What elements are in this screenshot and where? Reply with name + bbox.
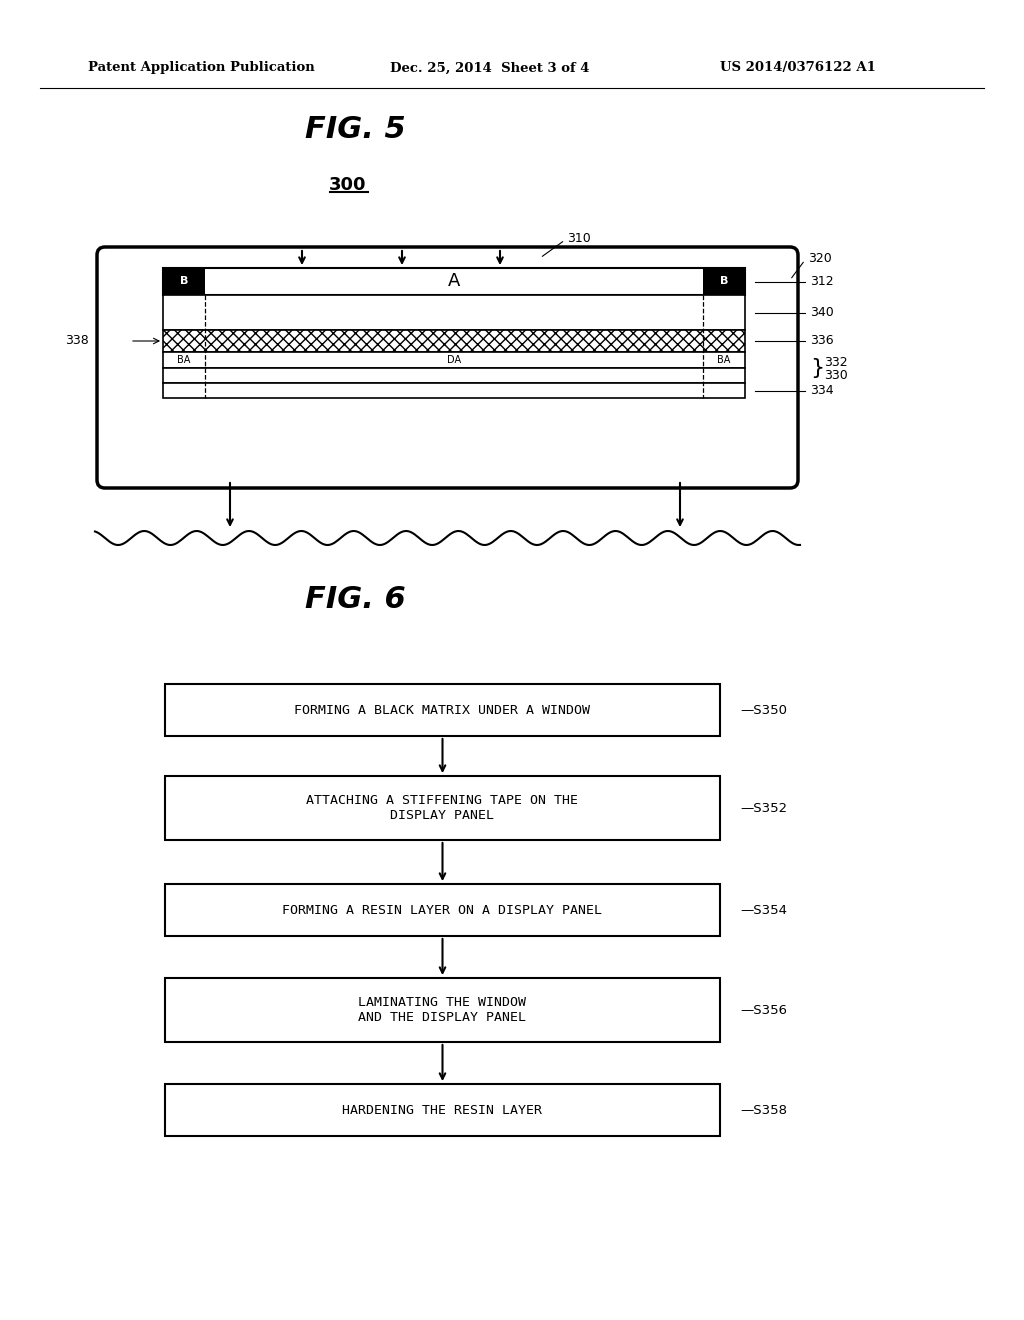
Bar bbox=[165, 776, 720, 840]
Text: A: A bbox=[447, 272, 460, 290]
Text: BA: BA bbox=[718, 355, 731, 366]
Text: —S358: —S358 bbox=[740, 1104, 787, 1117]
Bar bbox=[165, 684, 720, 737]
Text: FIG. 5: FIG. 5 bbox=[304, 116, 406, 144]
Bar bbox=[165, 1084, 720, 1137]
Text: FORMING A RESIN LAYER ON A DISPLAY PANEL: FORMING A RESIN LAYER ON A DISPLAY PANEL bbox=[283, 903, 602, 916]
Text: Dec. 25, 2014  Sheet 3 of 4: Dec. 25, 2014 Sheet 3 of 4 bbox=[390, 62, 590, 74]
Text: BA: BA bbox=[177, 355, 190, 366]
Bar bbox=[163, 368, 745, 383]
Text: —S350: —S350 bbox=[740, 704, 787, 717]
Text: —S356: —S356 bbox=[740, 1003, 787, 1016]
Text: FORMING A BLACK MATRIX UNDER A WINDOW: FORMING A BLACK MATRIX UNDER A WINDOW bbox=[295, 704, 591, 717]
Bar bbox=[163, 268, 205, 294]
Text: 340: 340 bbox=[810, 306, 834, 319]
Bar bbox=[163, 383, 745, 399]
Bar bbox=[163, 268, 745, 294]
Text: —S354: —S354 bbox=[740, 903, 787, 916]
FancyBboxPatch shape bbox=[97, 247, 798, 488]
Text: 334: 334 bbox=[810, 384, 834, 397]
Text: —S352: —S352 bbox=[740, 801, 787, 814]
Text: 336: 336 bbox=[810, 334, 834, 347]
Text: 300: 300 bbox=[330, 176, 367, 194]
Bar bbox=[163, 330, 745, 352]
Text: 310: 310 bbox=[567, 231, 591, 244]
Bar bbox=[165, 884, 720, 936]
Text: US 2014/0376122 A1: US 2014/0376122 A1 bbox=[720, 62, 876, 74]
Text: 320: 320 bbox=[808, 252, 831, 264]
Text: 338: 338 bbox=[65, 334, 89, 347]
Text: 312: 312 bbox=[810, 275, 834, 288]
Text: DA: DA bbox=[446, 355, 461, 366]
Bar bbox=[165, 978, 720, 1041]
Bar bbox=[703, 268, 745, 294]
Bar bbox=[163, 330, 745, 352]
Text: B: B bbox=[720, 276, 728, 286]
Text: LAMINATING THE WINDOW
AND THE DISPLAY PANEL: LAMINATING THE WINDOW AND THE DISPLAY PA… bbox=[358, 997, 526, 1024]
Bar bbox=[163, 352, 745, 368]
Text: B: B bbox=[180, 276, 188, 286]
Text: ATTACHING A STIFFENING TAPE ON THE
DISPLAY PANEL: ATTACHING A STIFFENING TAPE ON THE DISPL… bbox=[306, 795, 579, 822]
Text: HARDENING THE RESIN LAYER: HARDENING THE RESIN LAYER bbox=[342, 1104, 543, 1117]
Text: 330: 330 bbox=[824, 370, 848, 381]
Text: }: } bbox=[810, 358, 824, 378]
Text: Patent Application Publication: Patent Application Publication bbox=[88, 62, 314, 74]
Bar bbox=[163, 294, 745, 330]
Text: FIG. 6: FIG. 6 bbox=[304, 586, 406, 615]
Text: 332: 332 bbox=[824, 356, 848, 370]
